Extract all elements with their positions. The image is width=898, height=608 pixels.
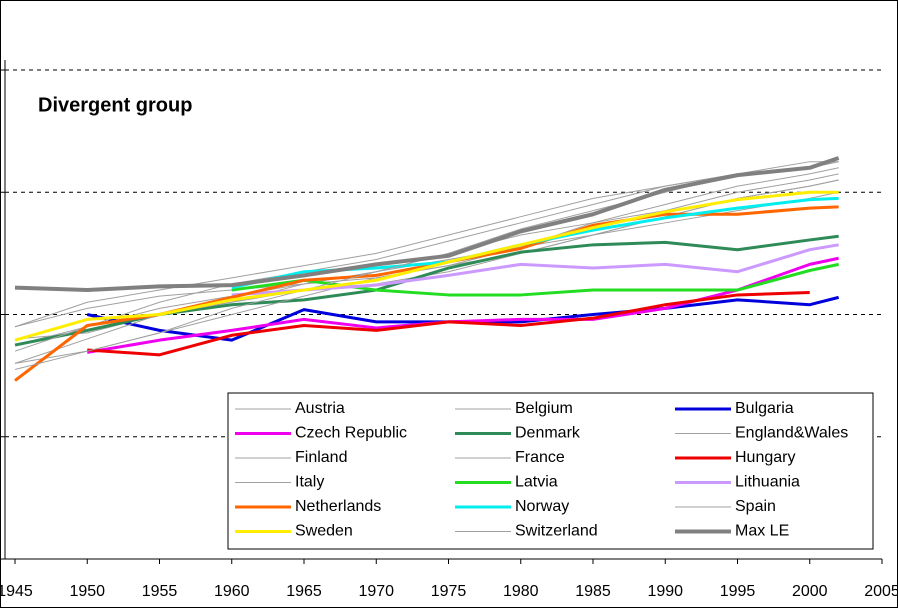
legend-label: Hungary — [735, 449, 795, 466]
x-tick-label: 1990 — [647, 583, 683, 600]
legend-box — [227, 392, 874, 550]
legend-label: Bulgaria — [735, 400, 794, 417]
x-tick-label: 1965 — [286, 583, 322, 600]
legend-label: Lithuania — [735, 474, 800, 491]
x-tick-label: 1980 — [503, 583, 539, 600]
series-line — [14, 191, 839, 328]
series-line — [14, 156, 840, 293]
x-tick-label: 1970 — [358, 583, 394, 600]
series-line — [87, 290, 810, 357]
series-line — [231, 243, 839, 297]
legend: Austria Belgium Bulgaria Czech Republic Denm… — [227, 392, 874, 550]
legend-label: Norway — [515, 498, 569, 515]
x-tick-label: 1945 — [0, 583, 33, 600]
legend-label: Austria — [295, 400, 345, 417]
chart-title: Divergent group — [38, 94, 192, 116]
legend-label: Spain — [735, 498, 776, 515]
series-line — [14, 190, 839, 342]
legend-label: Latvia — [515, 474, 558, 491]
x-tick-label: 1975 — [431, 583, 467, 600]
x-tick-label: 2005 — [864, 583, 898, 600]
legend-label: Finland — [295, 449, 347, 466]
legend-label: England&Wales — [735, 425, 848, 442]
x-tick-label: 1955 — [142, 583, 178, 600]
legend-label: Italy — [295, 474, 324, 491]
legend-label: Sweden — [295, 523, 353, 540]
legend-label: France — [515, 449, 565, 466]
legend-label: Max LE — [735, 523, 789, 540]
legend-label: Netherlands — [295, 498, 381, 515]
x-tick-label: 1995 — [720, 583, 756, 600]
x-tick-label: 2000 — [792, 583, 828, 600]
legend-label: Switzerland — [515, 523, 598, 540]
plot-lines — [14, 156, 840, 382]
x-tick-label: 1950 — [69, 583, 105, 600]
legend-label: Belgium — [515, 400, 573, 417]
legend-label: Czech Republic — [295, 425, 407, 442]
legend-label: Denmark — [515, 425, 581, 442]
x-tick-label: 1985 — [575, 583, 611, 600]
x-tick-label: 1960 — [214, 583, 250, 600]
